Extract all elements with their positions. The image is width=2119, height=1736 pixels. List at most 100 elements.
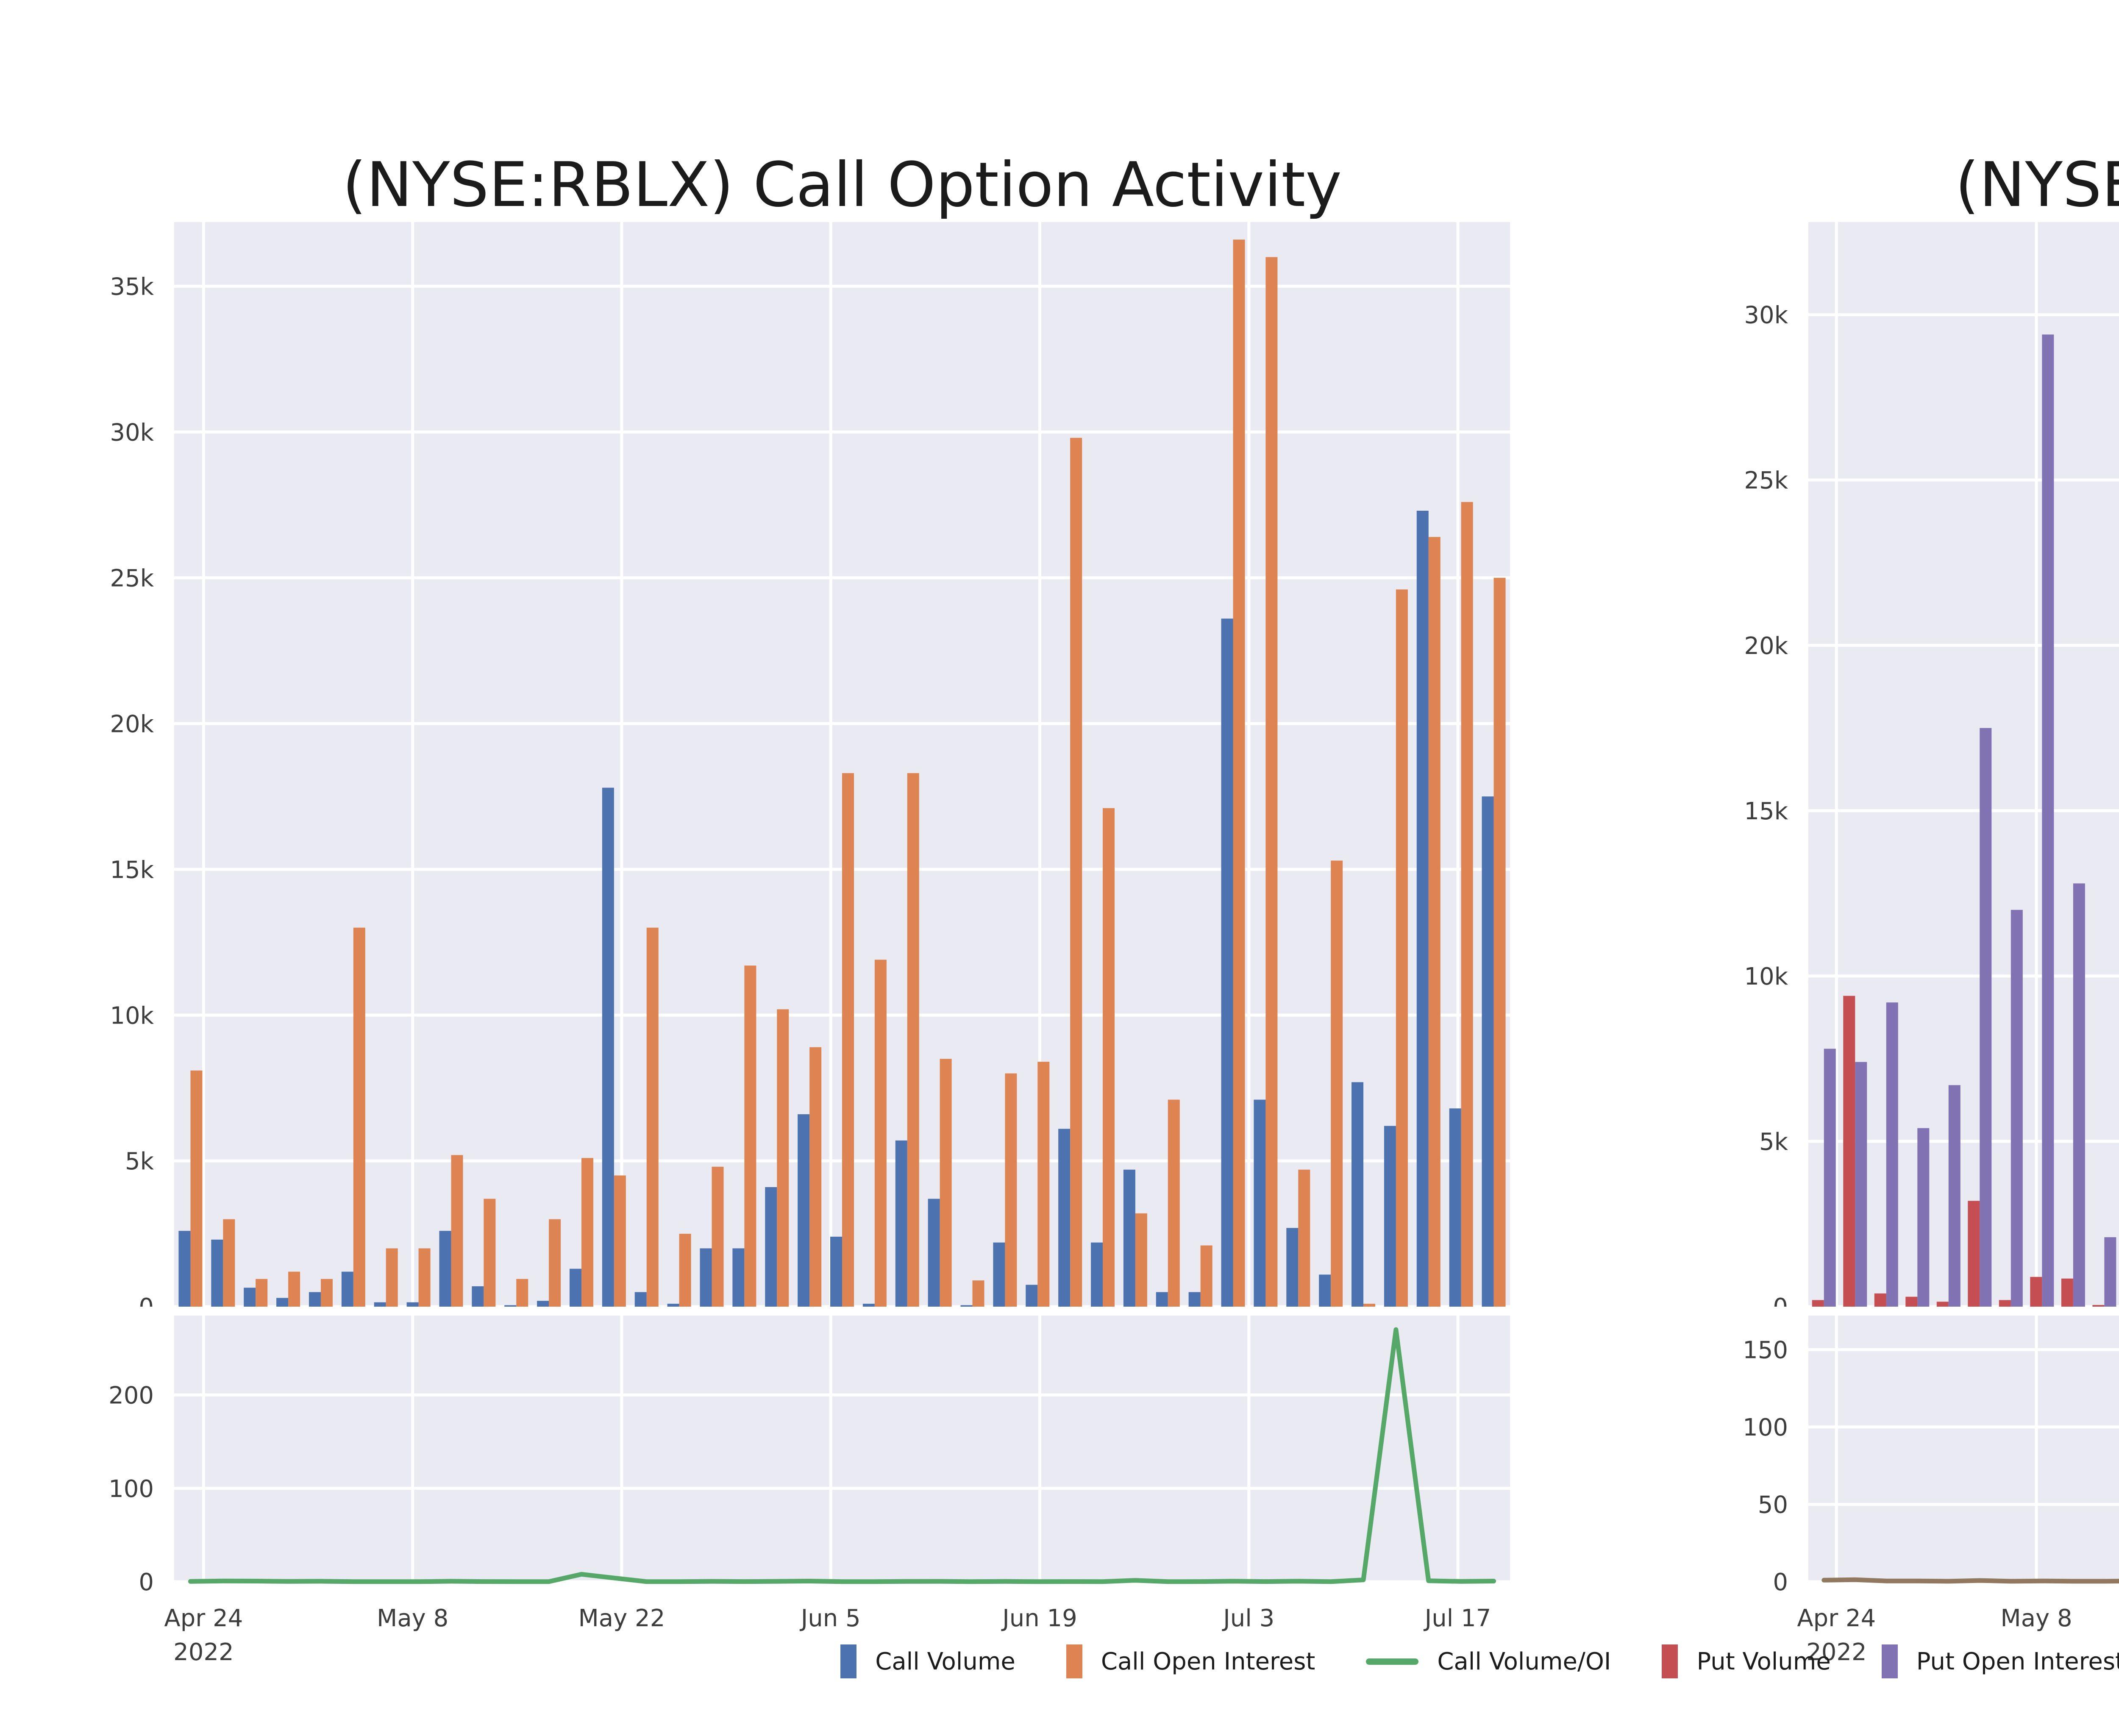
- volume-bar: [960, 1305, 973, 1307]
- open-interest-bar: [1948, 1085, 1960, 1307]
- open-interest-bar: [874, 960, 887, 1307]
- open-interest-bar: [1168, 1099, 1180, 1307]
- open-interest-bar: [777, 1009, 789, 1307]
- x-tick-label: Jul 3: [1222, 1605, 1274, 1632]
- volume-bar: [1812, 1300, 1824, 1307]
- x-tick-label: May 22: [578, 1605, 665, 1632]
- open-interest-bar: [353, 927, 365, 1307]
- volume-bar: [602, 787, 614, 1307]
- open-interest-bar: [190, 1070, 203, 1307]
- volume-bar: [406, 1302, 419, 1307]
- legend-item-call-volume: Call Volume: [840, 1644, 1015, 1678]
- volume-bar: [1449, 1108, 1461, 1307]
- volume-bar: [1905, 1296, 1918, 1307]
- open-interest-bar: [256, 1279, 268, 1307]
- open-interest-bar: [1855, 1062, 1867, 1307]
- open-interest-bar: [1917, 1128, 1930, 1307]
- volume-bar: [1188, 1292, 1201, 1307]
- legend-bar-swatch-icon: [1662, 1644, 1678, 1678]
- y-tick-label: 100: [108, 1475, 154, 1503]
- y-tick-label: 25k: [1744, 467, 1788, 495]
- open-interest-bar: [549, 1219, 561, 1307]
- volume-bar: [1874, 1293, 1886, 1307]
- put-volume-oi-bar-plot: 0 5k 10k 15k 20k 25k 30k: [1744, 222, 2119, 1307]
- x-tick-label: May 8: [2000, 1605, 2072, 1632]
- open-interest-bar: [1265, 257, 1278, 1307]
- y-tick-label: 50: [1758, 1491, 1788, 1519]
- volume-bar: [1058, 1129, 1071, 1307]
- volume-bar: [374, 1302, 386, 1307]
- open-interest-bar: [451, 1155, 463, 1307]
- legend-item-put-volume: Put Volume: [1662, 1644, 1831, 1678]
- volume-bar: [1384, 1126, 1396, 1307]
- y-tick-label: 5k: [125, 1148, 154, 1175]
- volume-bar: [1936, 1302, 1949, 1307]
- open-interest-bar: [1103, 808, 1115, 1307]
- open-interest-bar: [1037, 1062, 1050, 1307]
- y-tick-label: 10k: [1744, 963, 1788, 990]
- volume-bar: [1416, 511, 1429, 1307]
- open-interest-bar: [320, 1279, 333, 1307]
- open-interest-bar: [1396, 589, 1408, 1307]
- open-interest-bar: [2011, 910, 2023, 1307]
- ratio-line: [188, 1327, 1496, 1584]
- volume-bar: [569, 1269, 581, 1307]
- volume-bar: [1482, 796, 1494, 1307]
- volume-bar: [2061, 1278, 2073, 1307]
- x-tick-label: May 8: [377, 1605, 448, 1632]
- volume-bar: [667, 1304, 679, 1307]
- open-interest-bar: [646, 927, 659, 1307]
- open-interest-bar: [1298, 1169, 1310, 1307]
- legend-label: Call Open Interest: [1101, 1647, 1315, 1675]
- legend-label: Put Open Interest: [1916, 1647, 2119, 1675]
- volume-bar: [700, 1248, 712, 1307]
- volume-bar: [1156, 1292, 1168, 1307]
- volume-bar: [504, 1305, 517, 1307]
- volume-bar: [1351, 1082, 1364, 1307]
- volume-bar: [732, 1248, 745, 1307]
- open-interest-bar: [1886, 1002, 1898, 1307]
- x-tick-label: Jun 19: [1001, 1605, 1077, 1632]
- open-interest-bar: [484, 1199, 496, 1307]
- volume-bar: [1286, 1228, 1299, 1307]
- volume-bar: [1254, 1099, 1266, 1307]
- volume-bar: [1091, 1242, 1103, 1307]
- volume-bar: [862, 1304, 875, 1307]
- legend-item-call-volume-oi: Call Volume/OI: [1366, 1648, 1611, 1675]
- legend-bar-swatch-icon: [1881, 1644, 1898, 1678]
- y-tick-label: 15k: [110, 856, 154, 884]
- open-interest-bar: [1428, 537, 1440, 1307]
- y-tick-label: 25k: [110, 565, 154, 592]
- volume-bar: [798, 1114, 810, 1307]
- volume-bar: [1026, 1285, 1038, 1307]
- volume-bar: [178, 1231, 191, 1307]
- y-tick-label: 200: [108, 1382, 154, 1409]
- volume-bar: [211, 1239, 223, 1307]
- open-interest-bar: [516, 1279, 528, 1307]
- open-interest-bar: [2104, 1237, 2116, 1307]
- open-interest-bar: [418, 1248, 431, 1307]
- y-tick-label: 10k: [110, 1002, 154, 1029]
- open-interest-bar: [972, 1280, 984, 1307]
- y-tick-label: 5k: [1759, 1128, 1788, 1156]
- y-tick-label: 35k: [110, 273, 154, 300]
- call-chart-title: (NYSE:RBLX) Call Option Activity: [342, 149, 1342, 221]
- open-interest-bar: [1233, 239, 1245, 1307]
- volume-bar: [765, 1187, 777, 1307]
- y-tick-label: 20k: [1744, 632, 1788, 660]
- volume-bar: [1221, 618, 1233, 1307]
- legend-bar-swatch-icon: [1066, 1644, 1082, 1678]
- open-interest-bar: [842, 773, 854, 1307]
- y-tick-label: 15k: [1744, 798, 1788, 825]
- open-interest-bar: [386, 1248, 398, 1307]
- volume-bar: [1319, 1274, 1331, 1307]
- x-tick-label: Jul 17: [1424, 1605, 1491, 1632]
- x-tick-label: Jun 5: [800, 1605, 861, 1632]
- volume-bar: [309, 1292, 321, 1307]
- open-interest-bar: [809, 1047, 822, 1307]
- legend-item-put-open-interest: Put Open Interest: [1881, 1644, 2119, 1678]
- open-interest-bar: [288, 1271, 300, 1307]
- open-interest-bar: [907, 773, 919, 1307]
- y-tick-label: 30k: [1744, 302, 1788, 329]
